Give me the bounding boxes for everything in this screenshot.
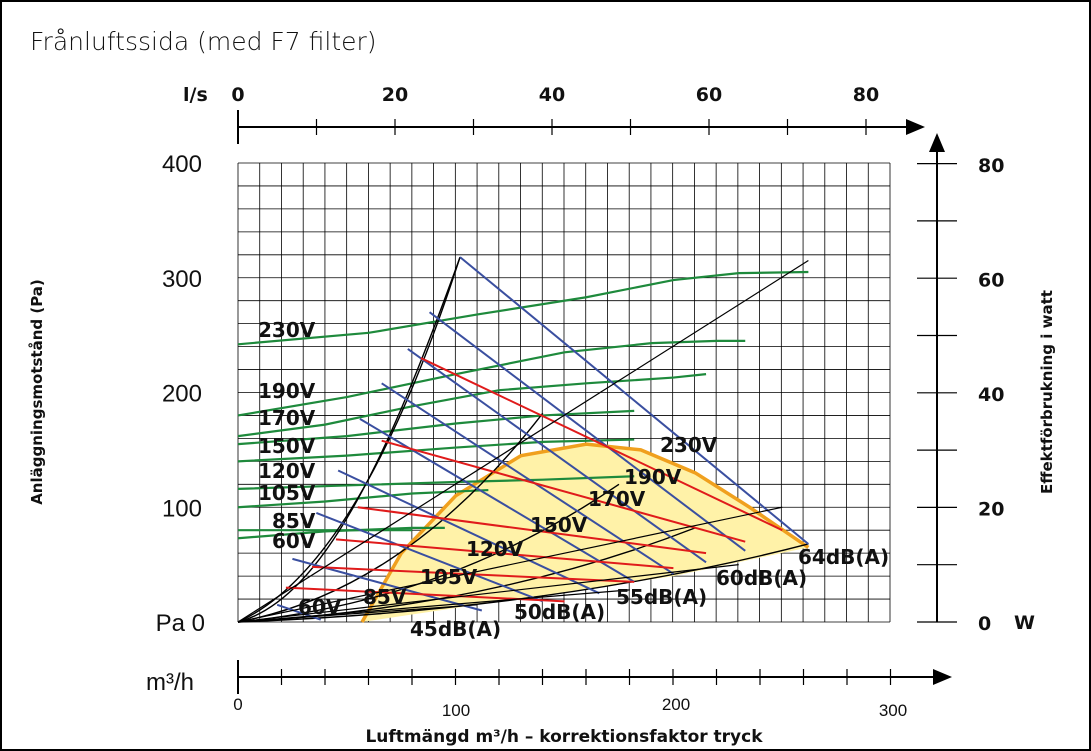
sound-line <box>237 260 809 623</box>
system-curve <box>237 412 544 623</box>
inner-voltage-label: 170V <box>588 487 646 511</box>
inner-voltage-label: 190V <box>624 465 682 489</box>
top-tick-label: 20 <box>382 84 408 106</box>
chart-title: Frånluftssida (med F7 filter) <box>30 27 377 56</box>
right-tick-label: 60 <box>978 270 1004 292</box>
y2-axis-title: Effektförbrukning i watt <box>1038 290 1056 494</box>
voltage-label: 120V <box>258 459 316 483</box>
blue-iso-line <box>407 348 707 564</box>
red-db-line <box>311 565 635 583</box>
red-db-line <box>381 439 746 543</box>
top-tick-label: 40 <box>539 84 565 106</box>
right-axis-arrow <box>929 133 945 152</box>
right-tick-label: 40 <box>978 384 1004 406</box>
right-tick-label: 20 <box>978 499 1004 521</box>
red-db-line <box>335 538 674 570</box>
voltage-label: 85V <box>272 509 316 533</box>
x-axis-title: Luftmängd m³/h – korrektionsfaktor tryck <box>365 727 763 747</box>
system-curve <box>237 256 461 623</box>
top-tick-label: 0 <box>231 84 244 106</box>
sound-label: 55dB(A) <box>616 585 707 609</box>
blue-iso-line <box>428 311 746 552</box>
y-tick-label: 100 <box>162 495 202 522</box>
inner-voltage-label: 105V <box>420 565 478 589</box>
bottom-axis-unit: m³/h <box>146 669 194 696</box>
x-tick-label: 300 <box>879 701 907 720</box>
inner-voltage-label: 85V <box>363 585 407 609</box>
sound-label: 45dB(A) <box>410 617 501 641</box>
y-tick-label: 200 <box>162 381 202 408</box>
right-tick-label: 0 <box>978 613 991 635</box>
red-db-line <box>420 357 783 532</box>
sound-label: 50dB(A) <box>514 600 605 624</box>
top-tick-label: 60 <box>696 84 722 106</box>
top-axis-arrow <box>906 119 925 135</box>
x-tick-label: 100 <box>442 701 470 720</box>
red-db-line <box>357 506 707 555</box>
yellow-boundary <box>360 442 810 623</box>
blue-iso-line <box>337 469 600 595</box>
voltage-label: 230V <box>258 318 316 342</box>
y-tick-label: 300 <box>162 266 202 293</box>
inner-voltage-label: 150V <box>530 513 588 537</box>
top-tick-label: 80 <box>853 84 879 106</box>
x-tick-label: 200 <box>662 695 690 714</box>
pressure-curve <box>237 488 489 509</box>
right-axis-unit: W <box>1014 612 1035 634</box>
inner-voltage-label: 60V <box>298 595 342 619</box>
blue-iso-line <box>359 418 635 583</box>
data-lines <box>237 256 810 623</box>
blue-iso-line <box>316 512 544 603</box>
pressure-curve <box>237 475 635 490</box>
top-axis-unit: l/s <box>183 84 208 106</box>
x-tick-label: 0 <box>233 695 242 714</box>
blue-iso-line <box>459 256 810 545</box>
pressure-curve <box>237 373 707 438</box>
sound-label: 60dB(A) <box>716 566 807 590</box>
sound-line <box>237 589 630 623</box>
pressure-curve <box>237 438 635 463</box>
axes: 100 200 300 400 Pa 0 0 20 40 60 80 Wl/s 0 20 40 60 80 0 1… <box>28 84 1056 747</box>
voltage-label: 150V <box>258 434 316 458</box>
voltage-label: 60V <box>272 529 316 553</box>
system-curve <box>237 483 620 623</box>
sound-label: 64dB(A) <box>798 545 889 569</box>
y-tick-label: 400 <box>162 151 202 178</box>
pressure-curve <box>237 270 809 346</box>
bottom-axis-arrow <box>933 669 952 685</box>
sound-line <box>237 564 739 623</box>
y-tick-label-zero: Pa 0 <box>156 610 205 637</box>
inner-voltage-label: 120V <box>466 537 524 561</box>
inner-voltage-label: 230V <box>660 433 718 457</box>
boundary-curve <box>237 256 461 623</box>
pressure-curve <box>237 339 746 417</box>
right-tick-label: 80 <box>978 155 1004 177</box>
y-axis-title: Anläggningsmotstånd (Pa) <box>28 279 46 505</box>
voltage-label: 190V <box>258 379 316 403</box>
sound-line <box>237 506 783 623</box>
voltage-label: 105V <box>258 481 316 505</box>
blue-iso-line <box>276 603 322 621</box>
voltage-label: 170V <box>258 406 316 430</box>
pressure-curve <box>237 409 635 446</box>
system-curve <box>237 543 809 623</box>
